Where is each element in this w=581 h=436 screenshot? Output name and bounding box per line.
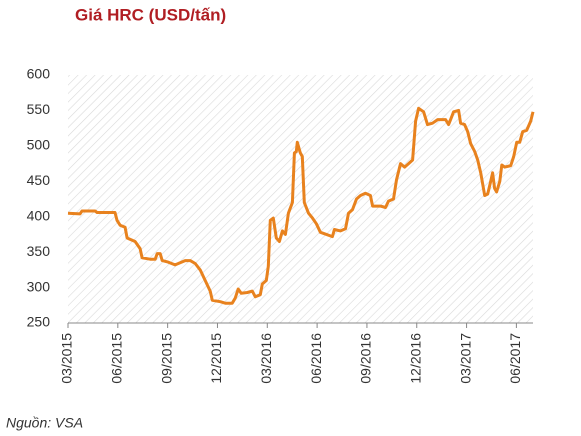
y-tick-label: 300 [27, 278, 51, 294]
y-tick-label: 350 [27, 243, 51, 259]
x-tick-label: 06/2015 [109, 333, 125, 384]
y-tick-label: 600 [27, 66, 51, 82]
x-tick-label: 06/2016 [308, 333, 324, 384]
plot-background [68, 75, 533, 323]
x-tick-label: 09/2015 [158, 333, 174, 384]
y-tick-label: 550 [27, 101, 51, 117]
x-tick-label: 12/2015 [208, 333, 224, 384]
chart-title: Giá HRC (USD/tấn) [75, 5, 226, 24]
y-tick-label: 250 [27, 314, 51, 330]
y-tick-label: 450 [27, 172, 51, 188]
price-line [67, 106, 535, 305]
x-tick-label: 03/2016 [258, 333, 274, 384]
x-tick-label: 03/2017 [457, 333, 473, 384]
y-tick-label: 500 [27, 137, 51, 153]
y-tick-label: 400 [27, 207, 51, 223]
x-tick-label: 12/2016 [407, 333, 423, 384]
x-tick-label: 09/2016 [358, 333, 374, 384]
x-tick-label: 03/2015 [59, 333, 75, 384]
x-tick-label: 06/2017 [507, 333, 523, 384]
source: Nguồn: VSA [6, 415, 83, 431]
